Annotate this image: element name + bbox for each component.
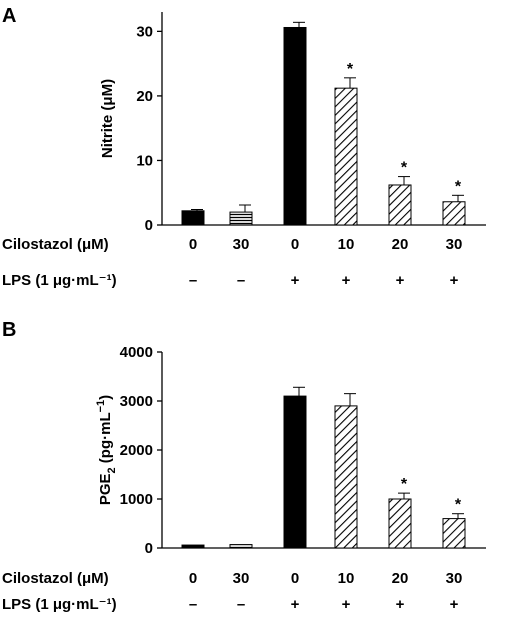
bar (334, 87, 358, 226)
y-axis-label: Nitrite (μM) (99, 79, 116, 158)
bar (181, 210, 205, 226)
condition-value: – (189, 596, 197, 613)
y-tick-label: 4000 (120, 344, 153, 361)
condition-value: 30 (233, 570, 250, 587)
bar (388, 184, 412, 226)
y-tick-label: 2000 (120, 442, 153, 459)
condition-value: 0 (291, 236, 299, 253)
condition-value: – (189, 272, 197, 289)
y-axis-label-sup: −1 (95, 400, 107, 413)
bar (181, 544, 205, 549)
condition-value: + (342, 272, 351, 289)
y-tick-label: 20 (136, 88, 153, 105)
significance-marker: * (455, 178, 462, 195)
y-axis-label: PGE2 (pg·mL−1) (95, 395, 118, 505)
y-axis-label-end: ) (97, 395, 114, 400)
condition-value: + (291, 596, 300, 613)
panel-a: A 0 10 20 30 Nitrite (μM) * * * Cilostazol (μM) 0 3… (2, 5, 486, 289)
condition-row-label: LPS (1 μg·mL⁻¹) (2, 596, 117, 613)
condition-value: 20 (392, 570, 409, 587)
bar (388, 498, 412, 549)
y-axis-label-unit: (pg·mL (97, 412, 114, 467)
condition-value: 30 (446, 570, 463, 587)
condition-value: 0 (291, 570, 299, 587)
condition-value: 20 (392, 236, 409, 253)
condition-value: 30 (446, 236, 463, 253)
y-axis-label-main: PGE (97, 473, 114, 505)
bar (334, 405, 358, 549)
condition-row-label: Cilostazol (μM) (2, 236, 109, 253)
y-tick-label: 1000 (120, 491, 153, 508)
significance-marker: * (401, 160, 408, 177)
bar (229, 211, 253, 226)
bar (229, 544, 253, 549)
condition-value: + (450, 272, 459, 289)
y-tick-label: 0 (145, 540, 153, 557)
panel-letter: A (2, 5, 16, 27)
panel-letter: B (2, 319, 16, 341)
condition-value: + (450, 596, 459, 613)
y-tick-label: 0 (145, 217, 153, 234)
condition-value: – (237, 596, 245, 613)
condition-row-label: LPS (1 μg·mL⁻¹) (2, 272, 117, 289)
bar (283, 395, 307, 549)
significance-marker: * (347, 61, 354, 78)
condition-value: 0 (189, 570, 197, 587)
bar (442, 201, 466, 226)
condition-value: + (396, 272, 405, 289)
significance-marker: * (401, 476, 408, 493)
condition-value: + (396, 596, 405, 613)
significance-marker: * (455, 497, 462, 514)
y-tick-label: 30 (136, 23, 153, 40)
y-axis-label-sub: 2 (106, 467, 118, 473)
condition-value: – (237, 272, 245, 289)
bar (283, 26, 307, 226)
condition-value: 10 (338, 570, 355, 587)
condition-value: + (342, 596, 351, 613)
y-tick-label: 10 (136, 152, 153, 169)
y-tick-label: 3000 (120, 393, 153, 410)
condition-value: 10 (338, 236, 355, 253)
condition-value: + (291, 272, 300, 289)
condition-value: 30 (233, 236, 250, 253)
bar (442, 518, 466, 549)
condition-value: 0 (189, 236, 197, 253)
condition-row-label: Cilostazol (μM) (2, 570, 109, 587)
